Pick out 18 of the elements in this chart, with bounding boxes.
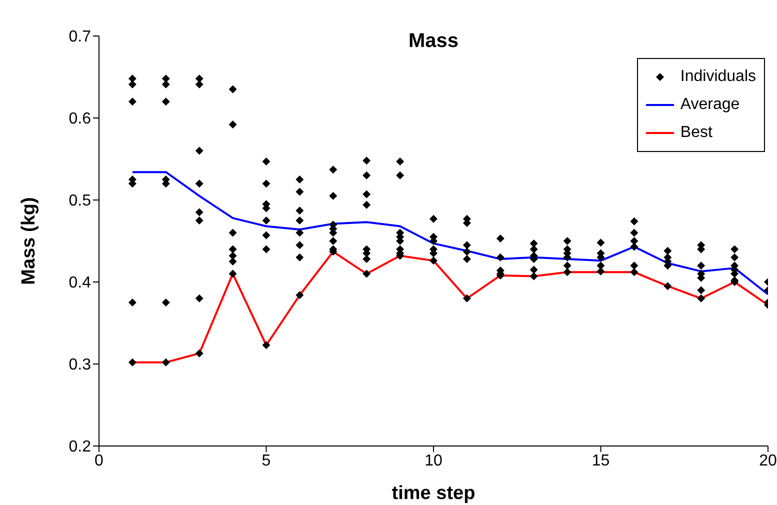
y-axis-title: Mass (kg): [18, 197, 40, 285]
y-tick-label: 0.7: [68, 28, 92, 46]
x-tick-label: 10: [424, 452, 442, 470]
x-tick-label: 15: [592, 452, 610, 470]
y-tick-label: 0.5: [68, 192, 92, 210]
legend-label: Best: [680, 123, 712, 143]
y-tick-label: 0.2: [68, 438, 92, 456]
x-axis-title: time step: [392, 483, 476, 504]
line-series: [131, 171, 768, 296]
y-tick-label: 0.3: [68, 356, 92, 374]
legend-label: Average: [680, 95, 740, 115]
x-tick-label: 5: [262, 452, 271, 470]
chart-title: Mass: [407, 30, 460, 53]
y-tick-label: 0.4: [68, 274, 92, 292]
x-tick-label: 0: [94, 452, 104, 470]
x-tick-label: 20: [759, 452, 777, 470]
y-tick-label: 0.6: [68, 110, 92, 128]
legend-label: Individuals: [680, 67, 756, 87]
